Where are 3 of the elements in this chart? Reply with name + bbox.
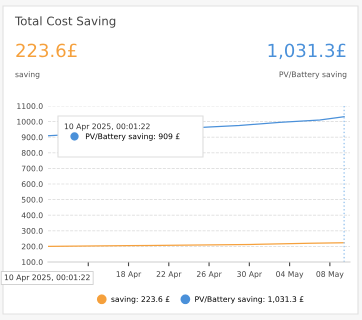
text: 223.6£ [16,44,77,58]
text: 1,031.3£ [268,44,346,60]
chart-title: Total Cost Saving [14,16,116,28]
